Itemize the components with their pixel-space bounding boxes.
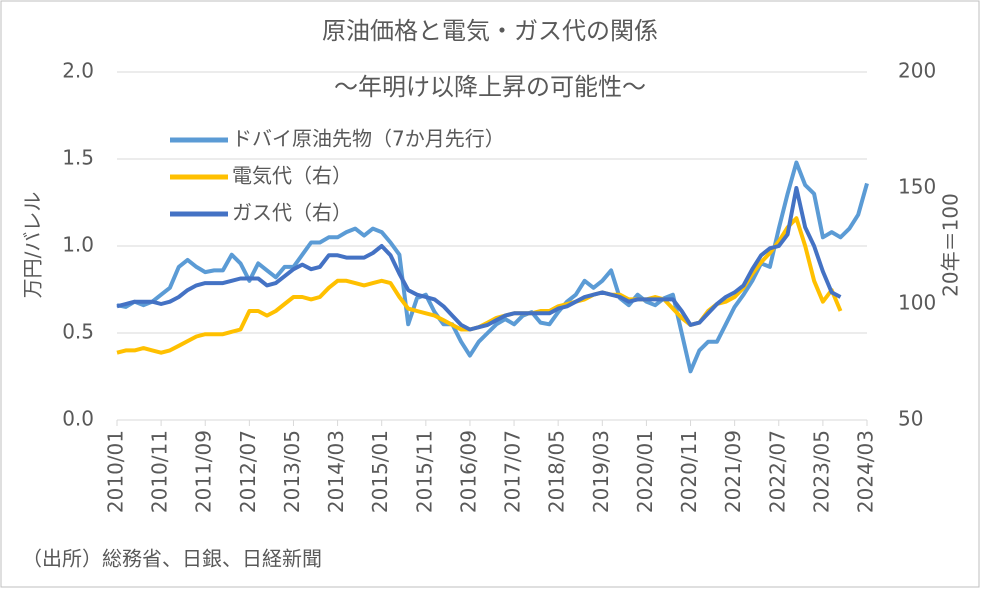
x-tick-label: 2016/09 bbox=[456, 430, 480, 513]
y2-tick-label: 100 bbox=[898, 291, 936, 315]
y-tick-label: 2.0 bbox=[62, 59, 94, 83]
x-tick-label: 2010/11 bbox=[148, 430, 172, 513]
y2-tick-label: 200 bbox=[898, 59, 936, 83]
x-tick-label: 2012/07 bbox=[236, 430, 260, 513]
x-tick-label: 2010/01 bbox=[104, 430, 128, 513]
x-tick-label: 2018/05 bbox=[545, 430, 569, 513]
y-tick-label: 1.5 bbox=[62, 146, 94, 170]
chart-title: 原油価格と電気・ガス代の関係 bbox=[322, 17, 658, 45]
y2-axis-label: 20年＝100 bbox=[939, 193, 963, 297]
x-tick-label: 2020/11 bbox=[677, 430, 701, 513]
x-tick-label: 2020/01 bbox=[633, 430, 657, 513]
x-tick-label: 2011/09 bbox=[192, 430, 216, 513]
data-line bbox=[116, 186, 842, 332]
data-line bbox=[116, 160, 869, 374]
y-axis-label: 万円/バレル bbox=[21, 192, 45, 299]
chart-subtitle: ～年明け以降上昇の可能性～ bbox=[334, 73, 646, 101]
x-tick-label: 2014/03 bbox=[324, 430, 348, 513]
x-tick-label: 2024/03 bbox=[854, 430, 878, 513]
x-tick-label: 2021/09 bbox=[721, 430, 745, 513]
x-tick-label: 2023/05 bbox=[809, 430, 833, 513]
legend-label: ドバイ原油先物（7か月先行） bbox=[232, 127, 505, 151]
x-tick-label: 2015/01 bbox=[368, 430, 392, 513]
x-tick-label: 2022/07 bbox=[765, 430, 789, 513]
x-tick-label: 2017/07 bbox=[501, 430, 525, 513]
source-note: （出所）総務省、日銀、日経新聞 bbox=[22, 547, 322, 571]
legend-label: ガス代（右） bbox=[232, 201, 352, 225]
x-tick-label: 2019/03 bbox=[589, 430, 613, 513]
y2-tick-label: 150 bbox=[898, 175, 936, 199]
y2-tick-label: 50 bbox=[898, 407, 923, 431]
y-tick-label: 1.0 bbox=[62, 233, 94, 257]
x-tick-label: 2015/11 bbox=[412, 430, 436, 513]
legend-label: 電気代（右） bbox=[232, 164, 352, 188]
y-tick-label: 0.5 bbox=[62, 320, 94, 344]
x-tick-label: 2013/05 bbox=[280, 430, 304, 513]
y-tick-label: 0.0 bbox=[62, 407, 94, 431]
